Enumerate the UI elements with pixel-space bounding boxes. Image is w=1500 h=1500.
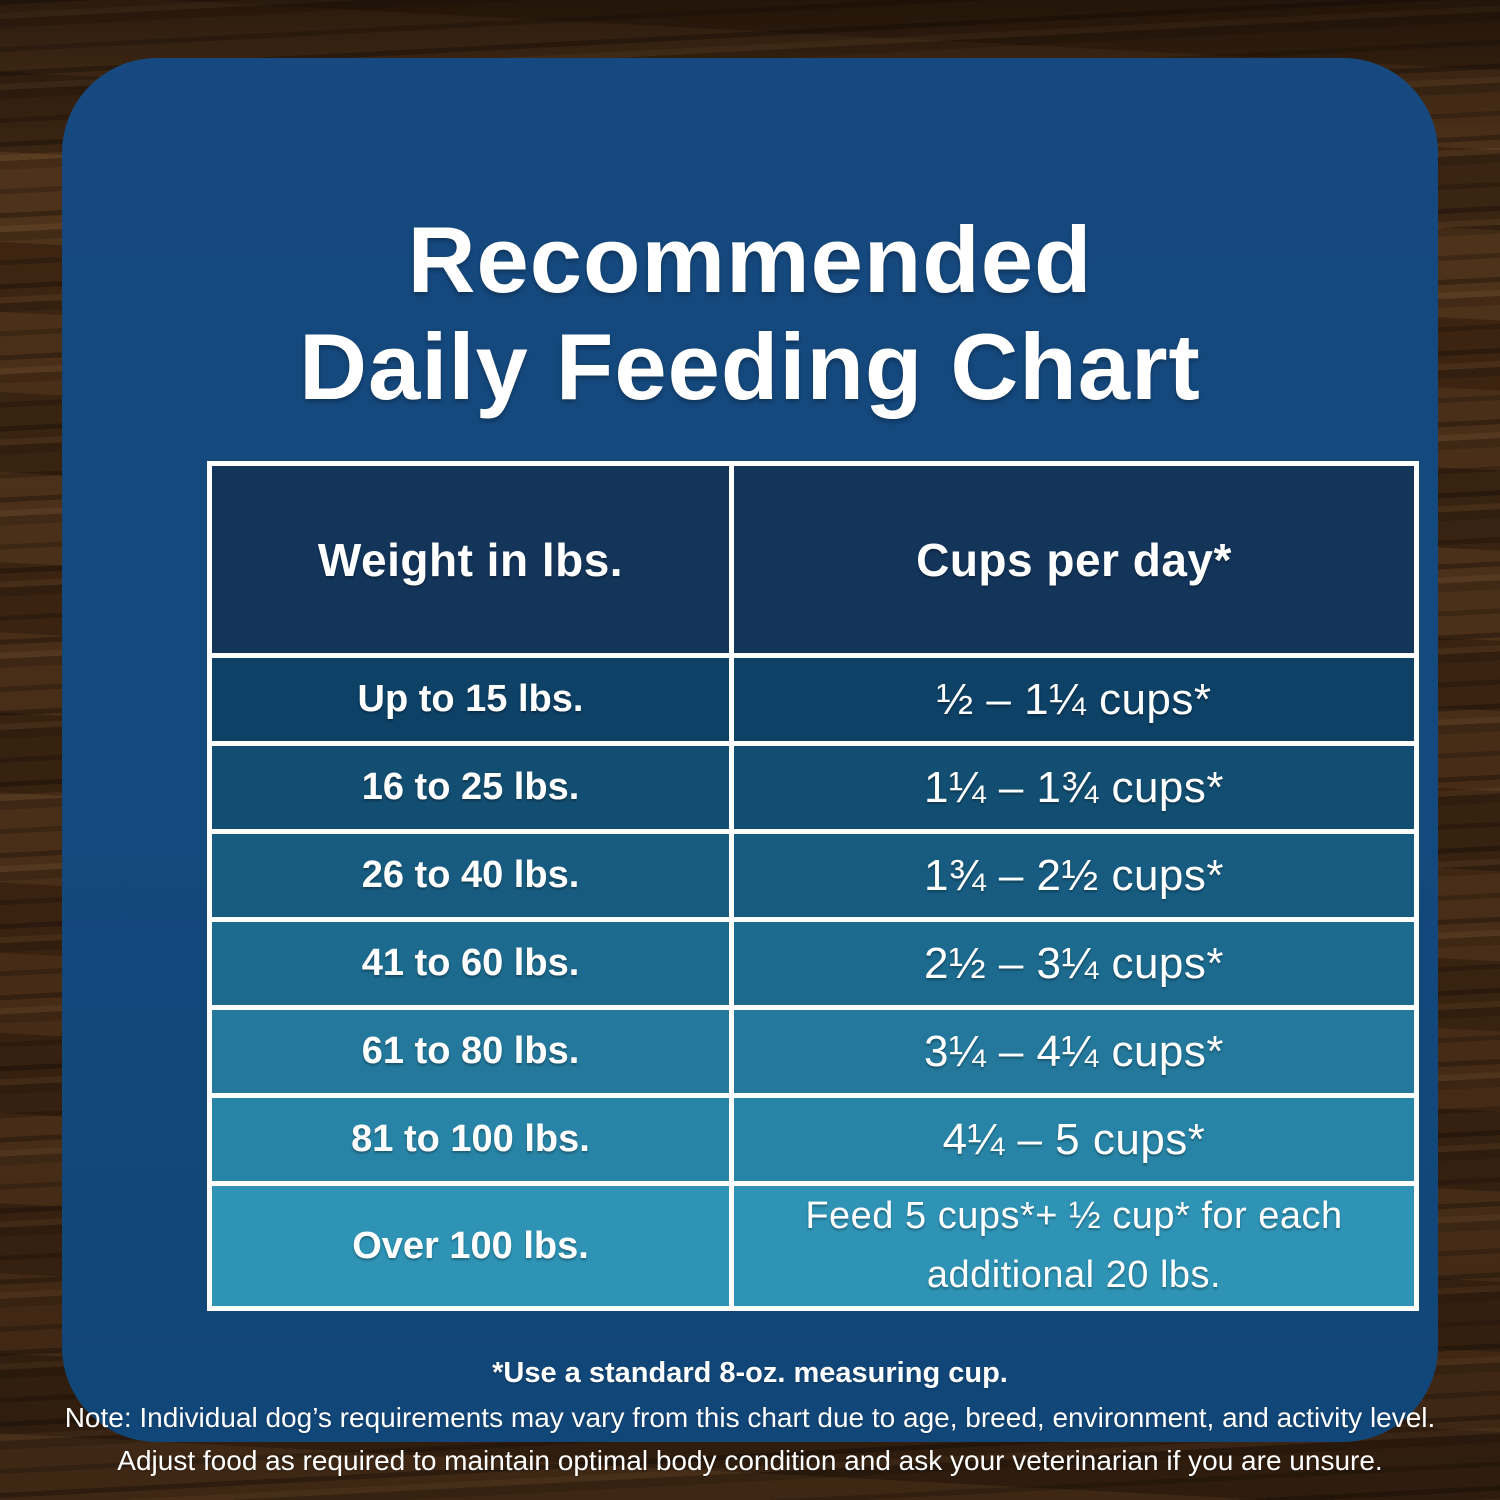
note-line-2: Adjust food as required to maintain opti… [117, 1445, 1383, 1477]
weight-cell: 41 to 60 lbs. [212, 922, 729, 1005]
weight-cell: 16 to 25 lbs. [212, 746, 729, 829]
footnotes: *Use a standard 8-oz. measuring cup. Not… [62, 1351, 1438, 1483]
title-line-2: Daily Feeding Chart [299, 314, 1201, 420]
weight-cell: 81 to 100 lbs. [212, 1098, 729, 1181]
column-header-cups: Cups per day* [734, 466, 1414, 653]
feeding-table: Weight in lbs. Cups per day* Up to 15 lb… [207, 461, 1419, 1311]
cups-cell: Feed 5 cups*+ ½ cup* for each additional… [734, 1186, 1414, 1306]
weight-cell: 61 to 80 lbs. [212, 1010, 729, 1093]
cups-cell: ½ – 1¼ cups* [734, 658, 1414, 741]
weight-cell: Up to 15 lbs. [212, 658, 729, 741]
page-title: Recommended Daily Feeding Chart [62, 206, 1438, 420]
cups-cell: 1¼ – 1¾ cups* [734, 746, 1414, 829]
feeding-chart-card: Recommended Daily Feeding Chart Weight i… [62, 58, 1438, 1476]
note-line-1: Note: Individual dog’s requirements may … [64, 1401, 1436, 1433]
title-line-1: Recommended [407, 207, 1093, 312]
cups-cell: 1¾ – 2½ cups* [734, 834, 1414, 917]
weight-cell: 26 to 40 lbs. [212, 834, 729, 917]
column-header-weight: Weight in lbs. [212, 466, 729, 653]
weight-cell: Over 100 lbs. [212, 1186, 729, 1306]
cups-cell: 2½ – 3¼ cups* [734, 922, 1414, 1005]
cups-cell: 3¼ – 4¼ cups* [734, 1010, 1414, 1093]
cups-cell: 4¼ – 5 cups* [734, 1098, 1414, 1181]
measuring-cup-footnote: *Use a standard 8-oz. measuring cup. [492, 1357, 1008, 1389]
